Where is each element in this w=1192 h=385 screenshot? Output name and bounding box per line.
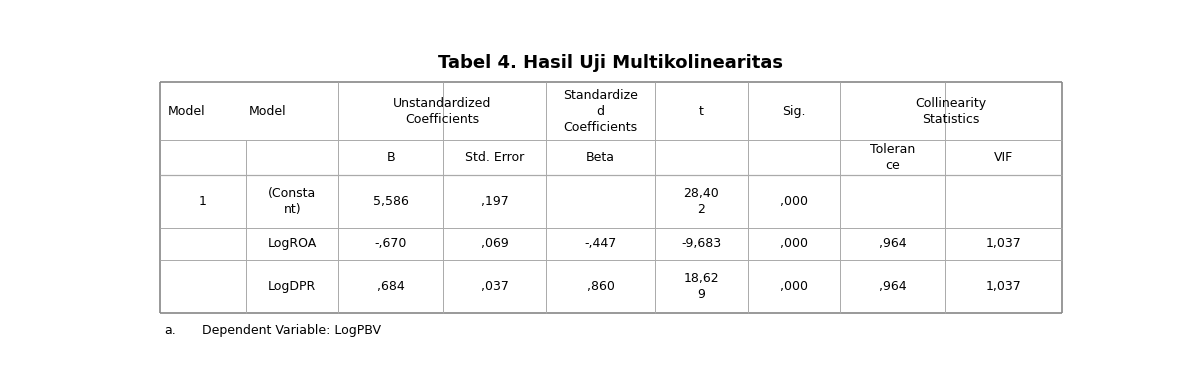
Text: VIF: VIF [994, 151, 1013, 164]
Text: -9,683: -9,683 [682, 238, 721, 250]
Text: Toleran
ce: Toleran ce [870, 143, 915, 172]
Text: Beta: Beta [586, 151, 615, 164]
Text: t: t [699, 104, 703, 117]
Text: Collinearity
Statistics: Collinearity Statistics [915, 97, 987, 126]
Text: ,037: ,037 [480, 280, 509, 293]
Text: ,000: ,000 [780, 280, 808, 293]
Text: -,447: -,447 [584, 238, 617, 250]
Text: -,670: -,670 [374, 238, 406, 250]
Text: Standardize
d
Coefficients: Standardize d Coefficients [564, 89, 638, 134]
Text: (Consta
nt): (Consta nt) [268, 187, 316, 216]
Text: ,000: ,000 [780, 195, 808, 208]
Text: Model: Model [167, 104, 205, 117]
Text: ,684: ,684 [377, 280, 404, 293]
Text: a.: a. [164, 324, 176, 337]
Text: 18,62
9: 18,62 9 [684, 272, 719, 301]
Text: 1: 1 [199, 195, 207, 208]
Text: Tabel 4. Hasil Uji Multikolinearitas: Tabel 4. Hasil Uji Multikolinearitas [439, 54, 783, 72]
Text: ,069: ,069 [480, 238, 508, 250]
Text: Unstandardized
Coefficients: Unstandardized Coefficients [393, 97, 491, 126]
Text: ,964: ,964 [879, 280, 906, 293]
Text: LogROA: LogROA [267, 238, 317, 250]
Text: 1,037: 1,037 [986, 238, 1022, 250]
Text: ,000: ,000 [780, 238, 808, 250]
Text: 5,586: 5,586 [373, 195, 409, 208]
Text: ,197: ,197 [480, 195, 508, 208]
Text: ,860: ,860 [586, 280, 615, 293]
Text: Std. Error: Std. Error [465, 151, 524, 164]
Text: Model: Model [249, 104, 287, 117]
Text: Dependent Variable: LogPBV: Dependent Variable: LogPBV [201, 324, 380, 337]
Text: LogDPR: LogDPR [268, 280, 316, 293]
Text: 1,037: 1,037 [986, 280, 1022, 293]
Text: B: B [386, 151, 395, 164]
Text: ,964: ,964 [879, 238, 906, 250]
Text: 28,40
2: 28,40 2 [683, 187, 719, 216]
Text: Sig.: Sig. [782, 104, 806, 117]
